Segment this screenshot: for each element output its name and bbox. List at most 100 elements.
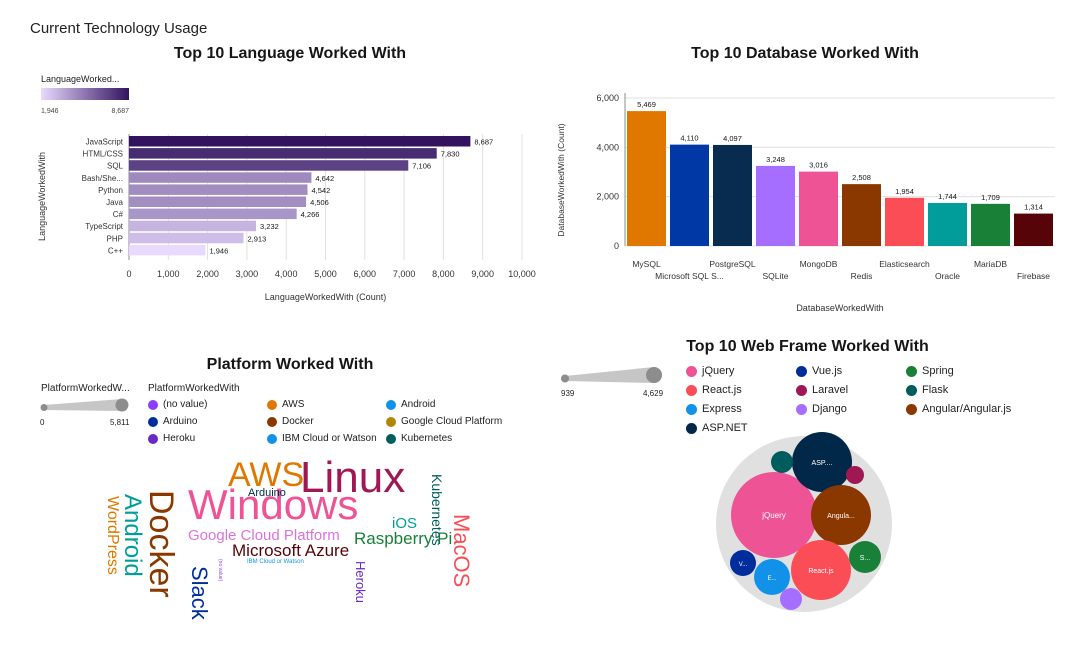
- language-x-tick-label: 5,000: [314, 269, 337, 279]
- language-x-tick-label: 8,000: [432, 269, 455, 279]
- language-bar: [129, 184, 308, 195]
- database-category-label: Microsoft SQL S...: [655, 271, 724, 281]
- database-x-axis-title: DatabaseWorkedWith: [796, 303, 883, 313]
- language-bar: [129, 232, 244, 244]
- webframe-legend-item[interactable]: Spring: [906, 365, 954, 377]
- legend-swatch-icon: [148, 416, 158, 427]
- webframe-legend-label: ASP.NET: [702, 422, 748, 434]
- database-value-label: 1,314: [1024, 203, 1043, 212]
- legend-swatch-icon: [386, 416, 396, 427]
- platform-legend-label: Google Cloud Platform: [401, 416, 503, 427]
- webframe-legend-item[interactable]: Flask: [906, 384, 948, 396]
- webframe-legend-item[interactable]: React.js: [686, 384, 742, 396]
- database-bar: [670, 144, 709, 246]
- language-value-label: 1,946: [209, 246, 228, 255]
- platform-legend-label: AWS: [282, 399, 305, 410]
- language-value-label: 7,106: [412, 162, 431, 171]
- platform-legend-item[interactable]: (no value): [148, 399, 207, 410]
- platform-legend-label: Docker: [282, 416, 314, 427]
- webframe-bubble: [754, 559, 790, 595]
- wordcloud-word: AWS: [228, 456, 305, 494]
- platform-legend-item[interactable]: Arduino: [148, 416, 197, 427]
- platform-legend-item[interactable]: Kubernetes: [386, 433, 452, 444]
- database-category-label: Elasticsearch: [879, 259, 930, 269]
- database-chart-title: Top 10 Database Worked With: [691, 45, 919, 62]
- webframe-legend-item[interactable]: Vue.js: [796, 365, 842, 377]
- database-category-label: Redis: [851, 271, 873, 281]
- platform-color-legend-title: PlatformWorkedWith: [148, 383, 240, 394]
- language-category-label: C#: [113, 210, 124, 219]
- database-category-label: MySQL: [632, 259, 661, 269]
- webframe-legend-item[interactable]: Laravel: [796, 384, 848, 396]
- wordcloud-word: Arduino: [248, 487, 286, 499]
- database-value-label: 2,508: [852, 173, 871, 182]
- platform-legend-item[interactable]: Google Cloud Platform: [386, 416, 502, 427]
- language-chart-title: Top 10 Language Worked With: [173, 45, 407, 62]
- webframe-bubble: [792, 432, 852, 492]
- legend-swatch-icon: [906, 365, 917, 377]
- platform-size-legend-max: 5,811: [110, 418, 130, 427]
- webframe-legend-item[interactable]: jQuery: [686, 365, 734, 377]
- language-category-label: Bash/She...: [82, 174, 123, 183]
- platform-legend-label: Android: [401, 399, 436, 410]
- webframe-bubble: [731, 472, 817, 558]
- database-value-label: 4,097: [723, 134, 742, 143]
- webframe-legend-label: React.js: [702, 384, 742, 396]
- platform-legend-label: (no value): [163, 399, 208, 410]
- platform-size-legend-min: 0: [40, 418, 45, 427]
- language-color-legend-bar: [41, 88, 129, 100]
- language-color-legend-title: LanguageWorked...: [41, 74, 119, 84]
- legend-swatch-icon: [906, 384, 917, 396]
- language-category-label: PHP: [107, 234, 123, 243]
- legend-swatch-icon: [686, 384, 697, 396]
- webframe-bubble-label: React.js: [808, 568, 834, 575]
- webframe-legend-label: Vue.js: [812, 365, 843, 377]
- platform-legend-item[interactable]: Heroku: [148, 433, 195, 444]
- wordcloud-word: IBM Cloud or Watson: [247, 559, 304, 565]
- language-value-label: 4,642: [315, 174, 334, 183]
- platform-size-legend: [40, 398, 129, 412]
- database-value-label: 5,469: [637, 100, 656, 109]
- database-bar: [713, 144, 752, 246]
- language-x-tick-label: 6,000: [354, 269, 377, 279]
- wordcloud-word: MacOS: [449, 514, 474, 588]
- webframe-legend-item[interactable]: ASP.NET: [686, 422, 748, 434]
- language-chart: LanguageWorked... 1,946 8,687 0 1,000 2,000 3,…: [30, 70, 550, 320]
- language-color-legend-max: 8,687: [111, 108, 129, 115]
- webframe-legend-item[interactable]: Django: [796, 403, 847, 415]
- webframe-legend-label: Laravel: [812, 384, 849, 396]
- database-category-label: MariaDB: [974, 259, 1007, 269]
- database-value-label: 4,110: [680, 134, 698, 143]
- webframe-legend-item[interactable]: Angular/Angular.js: [906, 403, 1011, 415]
- platform-chart-title: Platform Worked With: [206, 356, 374, 373]
- database-bar: [799, 171, 838, 246]
- database-value-label: 3,016: [809, 161, 828, 170]
- legend-swatch-icon: [906, 403, 917, 415]
- platform-legend-item[interactable]: Docker: [267, 416, 314, 427]
- database-chart: 0 2,000 4,000 6,000 5,469 MySQL 4,110 Microsoft…: [550, 80, 1070, 320]
- language-x-tick-label: 1,000: [157, 269, 180, 279]
- webframe-legend-label: Express: [702, 403, 742, 415]
- language-bar: [129, 172, 312, 183]
- database-bar: [627, 111, 666, 247]
- webframe-legend-item[interactable]: Express: [686, 403, 742, 415]
- database-y-axis-title: DatabaseWorkedWith (Count): [556, 123, 566, 236]
- database-bar: [842, 184, 881, 246]
- webframe-bubble: [780, 588, 802, 610]
- language-category-label: JavaScript: [86, 138, 124, 147]
- legend-swatch-icon: [796, 384, 807, 396]
- wordcloud-word: Google Cloud Platform: [188, 527, 340, 544]
- wordcloud-word: WordPress: [104, 496, 121, 575]
- wordcloud-word: Slack: [187, 566, 212, 620]
- platform-legend-item[interactable]: Android: [386, 399, 435, 410]
- webframe-chart-title: Top 10 Web Frame Worked With: [686, 338, 929, 355]
- platform-legend-label: IBM Cloud or Watson: [282, 433, 377, 444]
- legend-swatch-icon: [267, 416, 277, 427]
- webframe-bubble-chart: jQuery ASP.... Angula... React.js S... V... E.…: [700, 425, 910, 625]
- wordcloud-word: Docker: [142, 490, 180, 598]
- database-category-label: SQLite: [763, 271, 789, 281]
- dashboard-title: Current Technology Usage: [30, 20, 208, 37]
- wordcloud-word: Linux: [300, 453, 406, 502]
- platform-legend-item[interactable]: IBM Cloud or Watson: [267, 433, 377, 444]
- platform-legend-item[interactable]: AWS: [267, 399, 304, 410]
